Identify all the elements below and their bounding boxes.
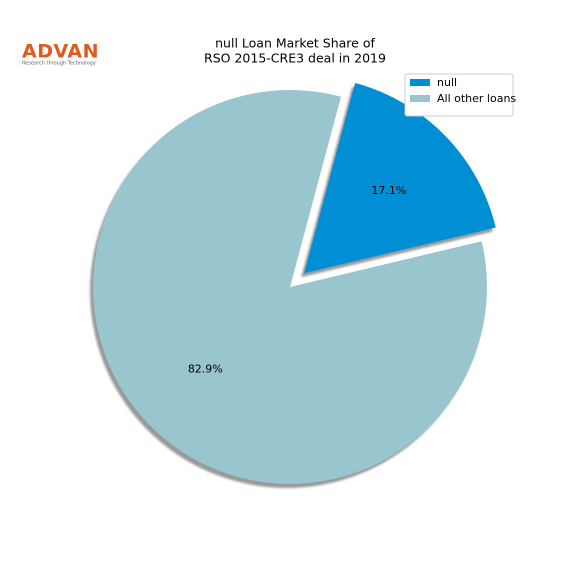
legend-box [404,73,514,117]
value-label: 82.9% [188,362,223,375]
pie-wedge [93,89,488,485]
legend-label: All other loans [437,92,516,105]
logo-tagline: Research through Technology [22,61,96,67]
value-label: 17.1% [371,184,406,197]
legend-swatch [410,79,430,86]
logo-name: ADVAN [22,41,99,63]
chart-title: null Loan Market Share of [215,36,375,51]
pie-wedge [304,82,496,274]
legend-label: null [437,76,457,89]
chart-title: RSO 2015-CRE3 deal in 2019 [204,51,386,66]
legend-swatch [410,95,430,102]
